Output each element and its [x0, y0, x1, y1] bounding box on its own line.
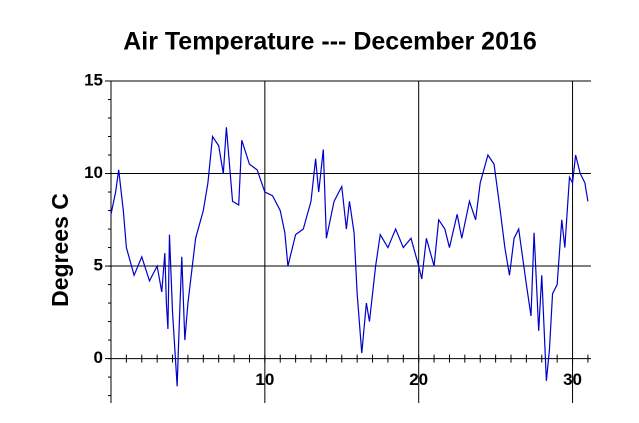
chart-title: Air Temperature --- December 2016 [123, 28, 537, 56]
y-tick-label: 15 [84, 70, 103, 89]
y-tick-label: 10 [84, 163, 103, 182]
y-tick-label: 0 [94, 348, 103, 367]
y-axis-label: Degrees C [47, 193, 73, 307]
y-tick-label: 5 [94, 256, 103, 275]
data-line [110, 127, 589, 387]
